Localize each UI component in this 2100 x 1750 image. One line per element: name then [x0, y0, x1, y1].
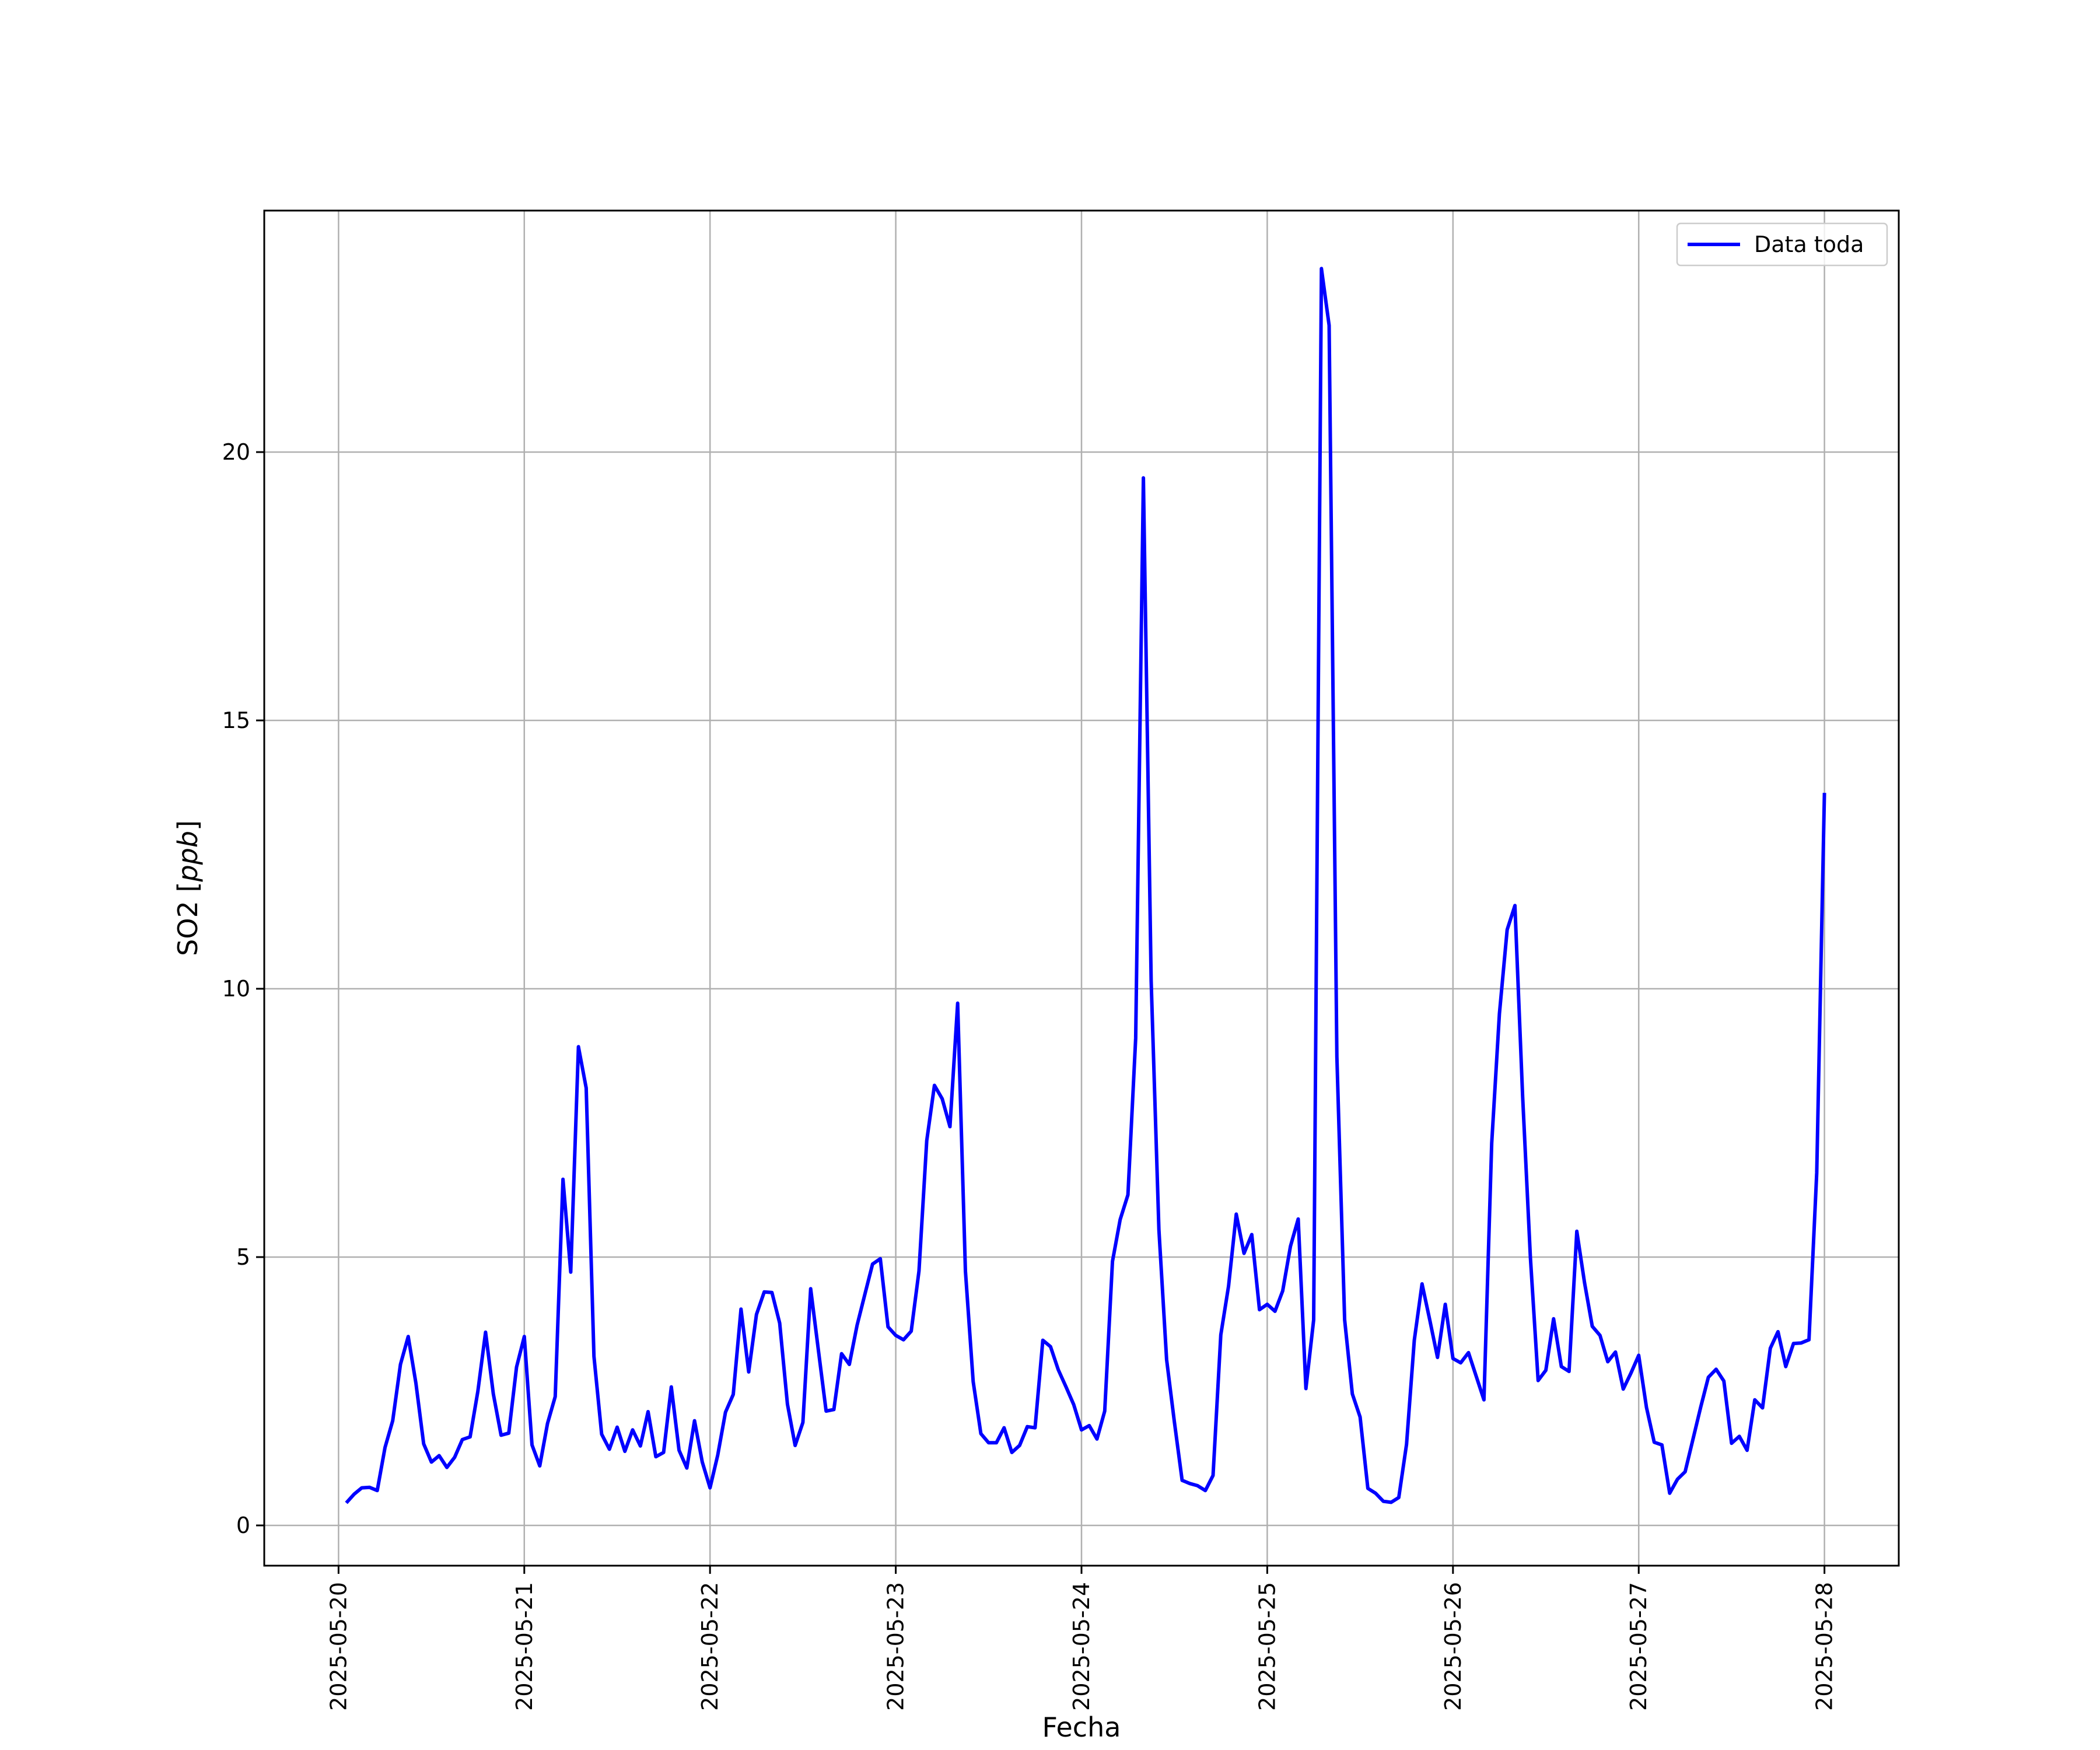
y-tick-label: 10 [222, 976, 250, 1002]
series-line-0 [345, 267, 1826, 1504]
legend-label-data-toda: Data toda [1754, 232, 1864, 257]
y-tick-label: 5 [236, 1244, 250, 1270]
x-tick-label: 2025-05-22 [697, 1582, 723, 1711]
y-axis-label-close: ] [172, 820, 204, 831]
y-tick-label: 20 [222, 439, 250, 465]
y-axis-label-main: SO2 [ [172, 882, 204, 956]
x-tick-label: 2025-05-28 [1812, 1582, 1838, 1711]
y-axis-label-unit: ppb [172, 831, 204, 883]
y-tick-label: 0 [236, 1513, 250, 1538]
x-tick-label: 2025-05-27 [1626, 1582, 1651, 1711]
x-tick-label: 2025-05-21 [512, 1582, 537, 1711]
y-tick-label: 15 [222, 708, 250, 733]
x-tick-label: 2025-05-20 [326, 1582, 351, 1711]
x-tick-label: 2025-05-25 [1254, 1582, 1280, 1711]
x-tick-label: 2025-05-23 [883, 1582, 909, 1711]
x-tick-label: 2025-05-24 [1069, 1582, 1094, 1711]
x-axis-label: Fecha [1042, 1712, 1121, 1743]
y-axis: 0 5 10 15 20 [222, 439, 264, 1538]
y-axis-label: SO2 [ppb] [172, 820, 204, 956]
x-tick-label: 2025-05-26 [1440, 1582, 1466, 1711]
plot-area [345, 267, 1826, 1504]
grid [264, 211, 1899, 1566]
x-axis: 2025-05-20 2025-05-21 2025-05-22 2025-05-23… [326, 1566, 1838, 1711]
legend: Data toda [1676, 222, 1888, 267]
legend-box [1676, 222, 1888, 267]
